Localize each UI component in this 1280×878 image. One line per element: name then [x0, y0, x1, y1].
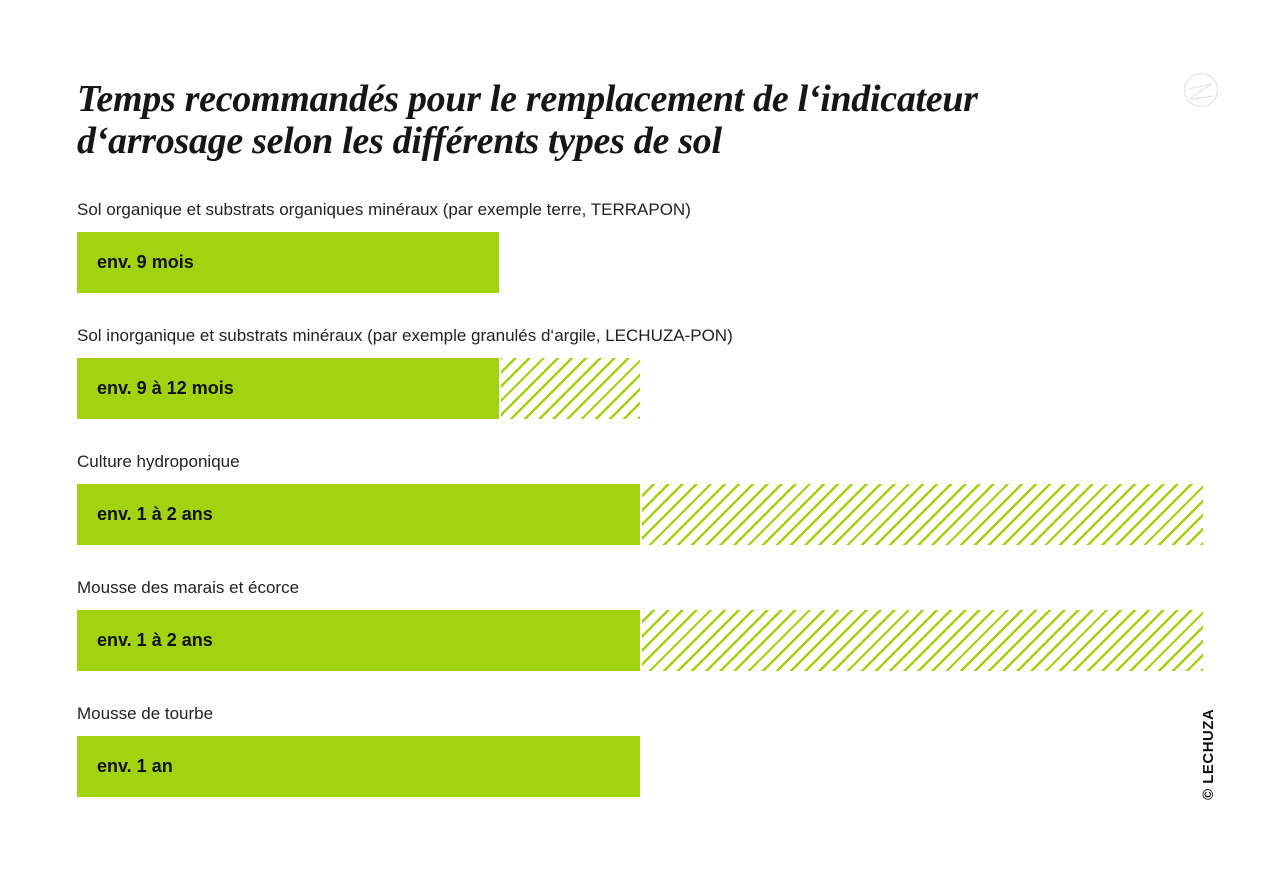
bar-min: env. 1 à 2 ans: [77, 610, 640, 671]
bar-data-label: env. 9 mois: [97, 252, 194, 272]
copyright-credit: © LECHUZA: [1200, 708, 1217, 800]
category-label: Mousse des marais et écorce: [77, 578, 300, 597]
bar-data-label: env. 1 à 2 ans: [97, 630, 213, 650]
bar-min: env. 9 mois: [77, 232, 500, 293]
bar-range-hatch: [501, 358, 640, 419]
category-label: Sol organique et substrats organiques mi…: [77, 200, 691, 219]
chart-title: Temps recommandés pour le remplacement d…: [77, 78, 978, 162]
category-label: Sol inorganique et substrats minéraux (p…: [77, 326, 733, 345]
bar-range-hatch: [642, 610, 1203, 671]
bar-data-label: env. 9 à 12 mois: [97, 378, 234, 398]
bar-data-label: env. 1 à 2 ans: [97, 504, 213, 524]
bar-range-hatch: [642, 484, 1203, 545]
category-label: Mousse de tourbe: [77, 704, 214, 723]
bar-min: env. 9 à 12 mois: [77, 358, 500, 419]
lechuza-logo-icon: [1183, 72, 1219, 108]
bar-data-label: env. 1 an: [97, 756, 173, 776]
category-label: Culture hydroponique: [77, 452, 240, 471]
bar-min: env. 1 an: [77, 736, 640, 797]
bar-min: env. 1 à 2 ans: [77, 484, 640, 545]
